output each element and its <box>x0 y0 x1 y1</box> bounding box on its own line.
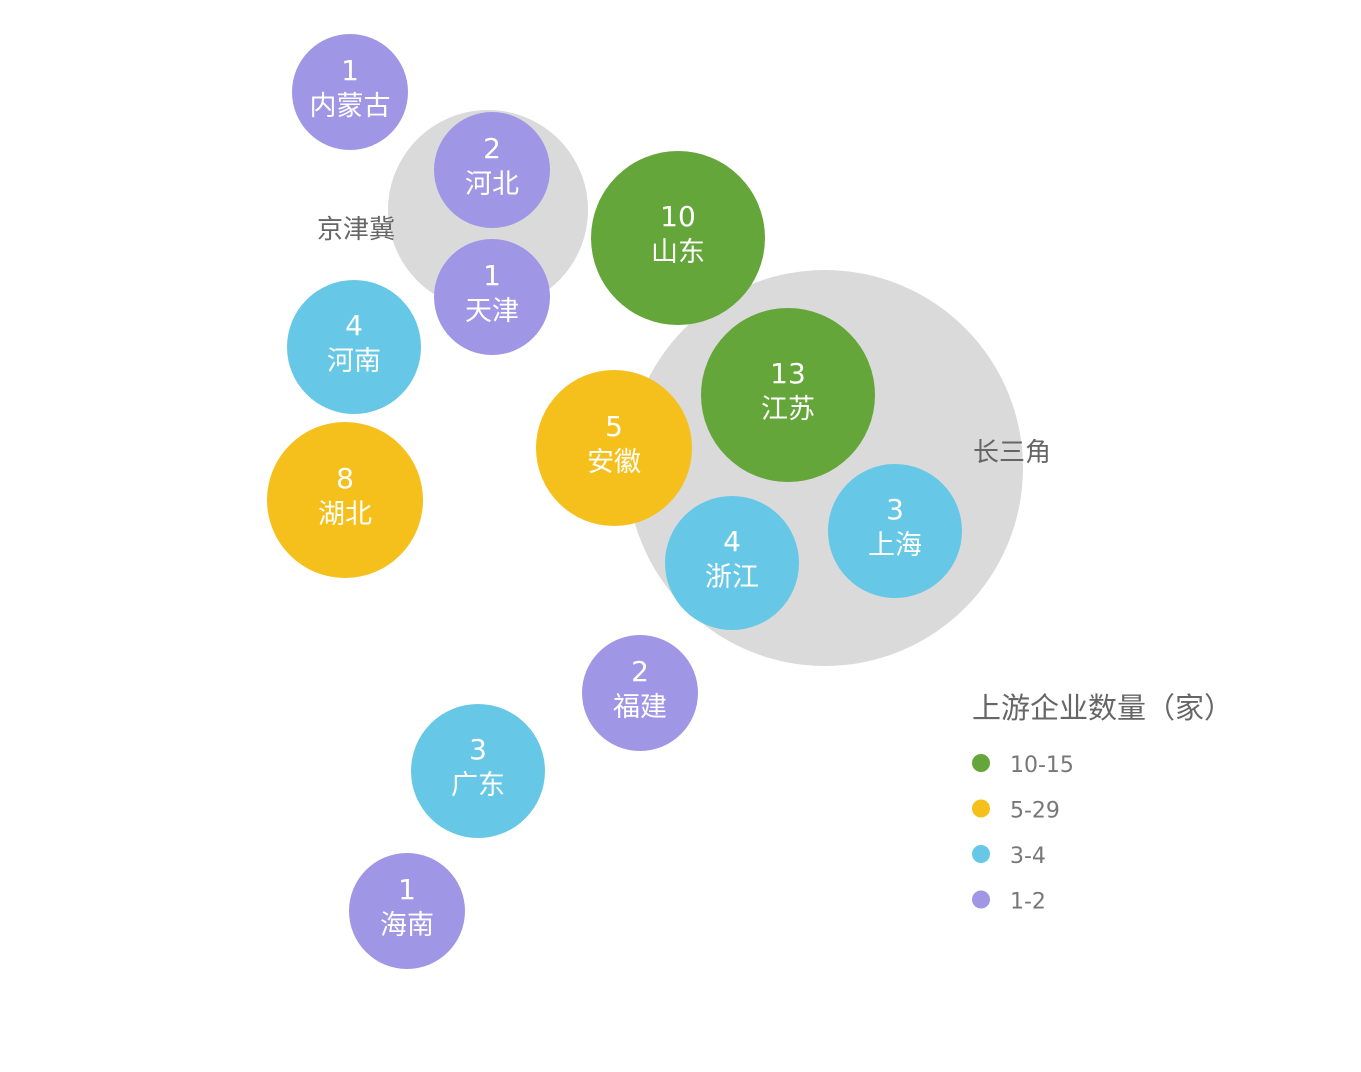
legend-label: 5-29 <box>1010 799 1060 824</box>
bubble: 4 河南 <box>287 280 421 414</box>
bubble-value: 8 <box>336 462 354 495</box>
bubble-circle <box>536 370 692 526</box>
legend-item: 3-4 <box>972 844 1046 869</box>
legend-label: 3-4 <box>1010 844 1046 869</box>
bubble-name: 天津 <box>465 296 519 327</box>
bubble-value: 10 <box>660 200 696 233</box>
bubble: 2 福建 <box>582 635 698 751</box>
legend-label: 1-2 <box>1010 890 1046 915</box>
bubble-value: 3 <box>886 493 904 526</box>
bubble-circle <box>349 853 465 969</box>
legend-swatch <box>972 845 990 863</box>
bubble: 13 江苏 <box>701 308 875 482</box>
bubble-value: 1 <box>398 873 416 906</box>
bubble: 8 湖北 <box>267 422 423 578</box>
bubble-circle <box>591 151 765 325</box>
bubble-circle <box>434 112 550 228</box>
legend-item: 5-29 <box>972 799 1060 824</box>
bubble-value: 4 <box>345 309 363 342</box>
bubble-name: 浙江 <box>705 562 759 593</box>
bubble-name: 江苏 <box>761 394 815 425</box>
bubble-circle <box>828 464 962 598</box>
bubble: 1 内蒙古 <box>292 34 408 150</box>
bubble: 2 河北 <box>434 112 550 228</box>
bubble-circle <box>287 280 421 414</box>
bubble: 1 天津 <box>434 239 550 355</box>
bubble-circle <box>267 422 423 578</box>
group-label: 长三角 <box>973 438 1051 468</box>
bubble-value: 3 <box>469 733 487 766</box>
bubble-name: 安徽 <box>587 447 641 478</box>
bubble-name: 湖北 <box>318 499 372 530</box>
bubble: 10 山东 <box>591 151 765 325</box>
bubble: 3 广东 <box>411 704 545 838</box>
legend-swatch <box>972 799 990 818</box>
bubble-circle <box>582 635 698 751</box>
legend-title: 上游企业数量（家） <box>972 691 1233 725</box>
bubble-value: 2 <box>483 132 501 165</box>
bubble: 3 上海 <box>828 464 962 598</box>
group-label: 京津冀 <box>317 215 395 245</box>
bubble: 1 海南 <box>349 853 465 969</box>
bubble-value: 2 <box>631 655 649 688</box>
bubble-circle <box>292 34 408 150</box>
legend-item: 10-15 <box>972 753 1074 778</box>
bubble-circle <box>665 496 799 630</box>
bubble-circle <box>701 308 875 482</box>
bubble-name: 上海 <box>868 530 922 561</box>
bubble-name: 山东 <box>651 237 705 268</box>
bubble: 4 浙江 <box>665 496 799 630</box>
bubble-name: 广东 <box>451 770 505 801</box>
bubble-name: 内蒙古 <box>310 91 391 122</box>
legend: 上游企业数量（家） 10-15 5-29 3-4 1-2 <box>972 691 1233 915</box>
bubble-value: 5 <box>605 410 623 443</box>
legend-swatch <box>972 890 990 909</box>
legend-swatch <box>972 754 990 772</box>
bubble: 5 安徽 <box>536 370 692 526</box>
bubble-value: 1 <box>341 54 359 87</box>
bubble-value: 1 <box>483 259 501 292</box>
bubble-name: 福建 <box>613 692 667 723</box>
legend-label: 10-15 <box>1010 753 1074 778</box>
bubble-name: 河南 <box>327 346 381 377</box>
bubble-name: 海南 <box>380 910 434 941</box>
bubble-name: 河北 <box>465 169 519 200</box>
bubble-value: 13 <box>770 357 806 390</box>
bubble-circle <box>434 239 550 355</box>
bubble-value: 4 <box>723 525 741 558</box>
bubble-circle <box>411 704 545 838</box>
legend-item: 1-2 <box>972 890 1046 915</box>
